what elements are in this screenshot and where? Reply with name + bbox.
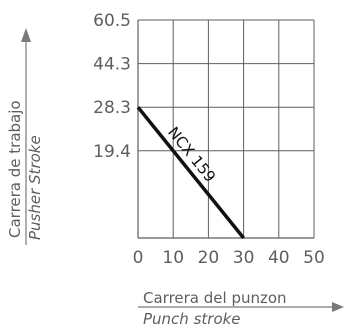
y-tick-label-44-3: 44.3 (93, 55, 131, 75)
x-tick-label-10: 10 (162, 248, 184, 268)
y-tick-label-28-3: 28.3 (93, 98, 131, 118)
vertical-gridlines (137, 20, 315, 238)
x-axis-subtitle: Punch stroke (143, 310, 241, 328)
x-tick-label-40: 40 (268, 248, 290, 268)
x-tick-label-50: 50 (303, 248, 325, 268)
y-tick-label-60-5: 60.5 (93, 11, 131, 31)
horizontal-gridlines (138, 19, 314, 239)
y-tick-labels: 19.4 28.3 44.3 60.5 (93, 11, 131, 162)
x-tick-label-20: 20 (198, 248, 220, 268)
series-lines (136, 106, 245, 240)
series-line-0 (136, 106, 245, 240)
y-tick-label-19-4: 19.4 (93, 142, 131, 162)
x-tick-label-30: 30 (233, 248, 255, 268)
y-axis-subtitle: Pusher Stroke (26, 135, 44, 240)
y-axis-arrow-icon (21, 28, 31, 42)
x-tick-label-0: 0 (133, 248, 144, 268)
x-axis-arrow-icon (332, 302, 344, 312)
y-axis-title: Carrera de trabajo (6, 100, 24, 238)
x-axis-title: Carrera del punzon (143, 289, 287, 307)
x-tick-labels: 0 10 20 30 40 50 (133, 248, 325, 268)
